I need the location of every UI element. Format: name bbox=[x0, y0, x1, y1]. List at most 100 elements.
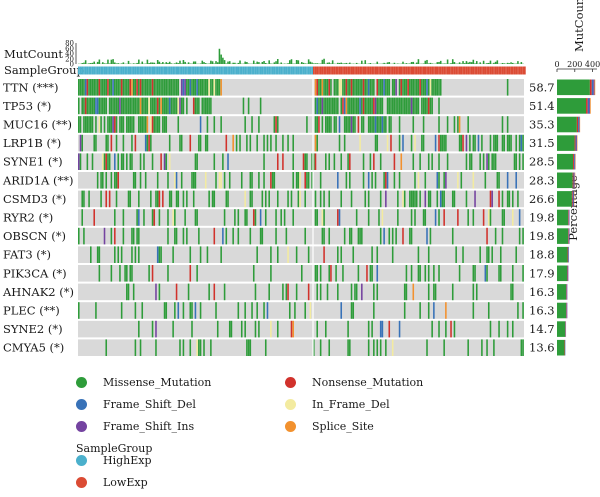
mutation-cell bbox=[232, 134, 234, 152]
mutation-cell bbox=[216, 320, 219, 338]
sample-group-cell bbox=[134, 66, 137, 75]
mutation-cell bbox=[151, 116, 154, 133]
mutation-cell bbox=[254, 209, 257, 226]
mutation-cell bbox=[107, 134, 109, 152]
sample-group-cell bbox=[208, 66, 211, 75]
sample-group-cell bbox=[186, 66, 188, 75]
mutation-cell bbox=[338, 116, 341, 133]
sample-group-cell bbox=[138, 66, 140, 75]
mutcount-bar bbox=[263, 61, 265, 64]
mutation-cell bbox=[120, 153, 123, 170]
mutation-cell bbox=[364, 97, 367, 115]
mutcount-bar bbox=[268, 60, 270, 64]
sample-group-cell bbox=[204, 66, 207, 75]
mutation-cell bbox=[422, 97, 425, 115]
mutation-cell bbox=[234, 209, 236, 226]
mutation-cell bbox=[494, 134, 497, 152]
mutation-cell bbox=[198, 134, 200, 152]
mutation-cell bbox=[282, 283, 284, 301]
mutation-cell bbox=[326, 116, 329, 133]
sample-group-cell bbox=[508, 66, 511, 75]
sample-group-cell bbox=[131, 66, 133, 75]
mutation-cell bbox=[196, 265, 198, 282]
mutation-cell bbox=[114, 153, 116, 170]
sample-group-cell bbox=[126, 66, 128, 75]
mutation-cell bbox=[100, 116, 102, 133]
mutcount-bar bbox=[239, 60, 241, 64]
mutation-cell bbox=[373, 302, 375, 319]
mutation-cell bbox=[168, 79, 171, 96]
mutation-cell bbox=[433, 283, 435, 301]
mutation-cell bbox=[376, 265, 379, 282]
mutation-cell bbox=[223, 172, 226, 189]
mutcount-label: MutCount bbox=[4, 47, 63, 61]
sample-group-cell bbox=[117, 66, 120, 75]
mutation-cell bbox=[144, 134, 147, 152]
mutcount-bar bbox=[201, 60, 204, 64]
mutation-cell bbox=[132, 79, 135, 96]
mutcount-bar bbox=[270, 63, 272, 64]
mutation-cell bbox=[359, 79, 361, 96]
mutation-cell bbox=[515, 172, 517, 189]
mutation-cell bbox=[203, 339, 205, 356]
mutation-cell bbox=[438, 320, 440, 338]
mutation-cell bbox=[393, 97, 396, 115]
mutation-cell bbox=[475, 283, 478, 301]
mutation-cell bbox=[143, 79, 145, 96]
mutation-cell bbox=[311, 172, 313, 189]
mutation-cell bbox=[141, 97, 144, 115]
sample-group-cell bbox=[367, 66, 370, 75]
mutation-cell bbox=[395, 227, 397, 245]
gene-label: MUC16 (**) bbox=[3, 118, 72, 132]
mutation-cell bbox=[522, 302, 524, 319]
mutation-cell bbox=[453, 190, 456, 208]
mutation-cell bbox=[129, 79, 132, 96]
mutation-cell bbox=[129, 265, 132, 282]
mutation-cell bbox=[316, 283, 319, 301]
mutcount-tick-label: 80 bbox=[65, 40, 74, 48]
mutation-cell bbox=[316, 97, 319, 115]
sample-group-cell bbox=[393, 66, 396, 75]
mutation-cell bbox=[421, 134, 423, 152]
mutation-cell bbox=[158, 283, 161, 301]
mutation-cell bbox=[263, 134, 265, 152]
mutation-cell bbox=[345, 172, 348, 189]
sample-group-cell bbox=[132, 66, 135, 75]
mutation-cell bbox=[134, 97, 137, 115]
sample-group-cell bbox=[338, 66, 341, 75]
mutation-cell bbox=[98, 79, 101, 96]
mutation-cell bbox=[105, 79, 108, 96]
mutation-cell bbox=[316, 79, 319, 96]
mutcount-bar bbox=[246, 62, 248, 64]
sample-group-cell bbox=[256, 66, 259, 75]
mutation-cell bbox=[426, 227, 428, 245]
mutation-cell bbox=[410, 79, 413, 96]
mutation-cell bbox=[469, 153, 471, 170]
sample-group-cell bbox=[215, 66, 217, 75]
mutation-cell bbox=[400, 153, 403, 170]
mutation-cell bbox=[114, 97, 116, 115]
mutation-cell bbox=[144, 97, 147, 115]
mutation-cell bbox=[120, 302, 123, 319]
mutation-cell bbox=[350, 97, 353, 115]
sample-group-cell bbox=[415, 66, 418, 75]
mutation-cell bbox=[371, 172, 373, 189]
sample-group-cell bbox=[175, 66, 178, 75]
mutcount-tick-label: 0 bbox=[70, 61, 74, 69]
mutation-cell bbox=[395, 97, 397, 115]
mutation-cell bbox=[357, 265, 360, 282]
mutcount-bar bbox=[462, 61, 464, 64]
mutation-cell bbox=[120, 79, 123, 96]
mutation-cell bbox=[410, 134, 413, 152]
mutation-cell bbox=[446, 153, 449, 170]
mutation-cell bbox=[225, 134, 228, 152]
right-bar-segment bbox=[572, 191, 574, 207]
mutation-cell bbox=[349, 79, 351, 96]
sample-group-cell bbox=[234, 66, 236, 75]
sample-group-cell bbox=[462, 66, 464, 75]
mutation-cell bbox=[206, 79, 209, 96]
mutation-cell bbox=[179, 339, 181, 356]
mutation-cell bbox=[172, 209, 174, 226]
mutation-cell bbox=[484, 265, 487, 282]
mutation-cell bbox=[138, 320, 140, 338]
